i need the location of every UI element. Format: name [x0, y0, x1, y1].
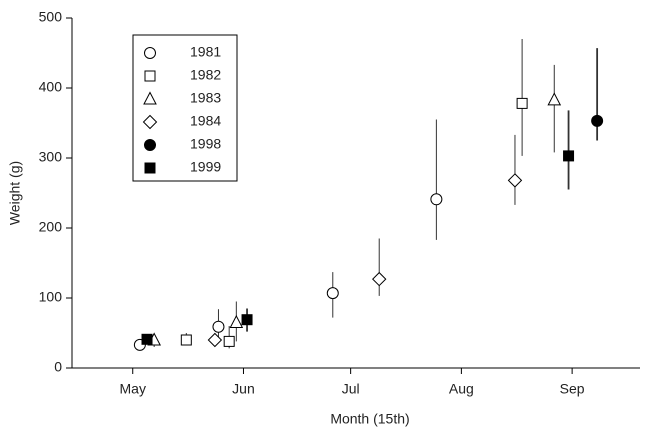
y-tick-label: 200	[39, 219, 63, 235]
data-point	[212, 320, 225, 333]
legend-symbol	[144, 70, 156, 82]
data-point	[372, 271, 387, 287]
legend-label: 1998	[190, 136, 221, 152]
x-tick-label: Sep	[560, 381, 585, 397]
data-point	[516, 97, 528, 109]
legend-label: 1983	[190, 90, 221, 106]
x-tick-label: Jul	[342, 381, 360, 397]
data-point	[241, 314, 253, 326]
legend-label: 1984	[190, 113, 221, 129]
legend-box	[132, 34, 238, 182]
legend-symbol	[144, 162, 156, 174]
data-point	[563, 150, 575, 162]
data-point	[180, 334, 192, 346]
y-tick-label: 300	[39, 149, 63, 165]
data-point	[223, 335, 235, 347]
legend-symbol	[144, 139, 156, 151]
y-tick-label: 100	[39, 289, 63, 305]
y-tick-label: 500	[39, 9, 63, 25]
legend-label: 1982	[190, 67, 221, 83]
legend-label: 1981	[190, 44, 221, 60]
data-point	[547, 92, 562, 106]
data-point	[229, 314, 244, 328]
legend-label: 1999	[190, 159, 221, 175]
data-point	[591, 114, 604, 127]
data-point	[207, 332, 223, 348]
y-axis-label: Weight (g)	[7, 161, 23, 225]
x-tick-label: Jun	[232, 381, 255, 397]
data-point	[430, 193, 443, 206]
data-point	[141, 333, 153, 345]
x-tick-label: May	[120, 381, 146, 397]
legend-symbol	[144, 47, 156, 59]
x-axis-label: Month (15th)	[330, 411, 409, 427]
legend-symbol	[142, 114, 158, 130]
data-point	[326, 287, 339, 300]
x-tick-label: Aug	[449, 381, 474, 397]
legend-symbol	[143, 91, 157, 105]
y-tick-label: 0	[54, 359, 62, 375]
data-point	[507, 173, 523, 188]
y-tick-label: 400	[39, 79, 63, 95]
